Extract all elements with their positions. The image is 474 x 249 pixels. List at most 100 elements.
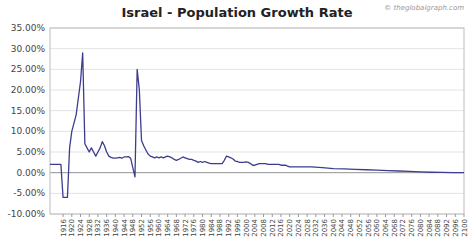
x-tick <box>89 214 90 217</box>
grid-line <box>50 152 464 153</box>
x-tick-label: 1996 <box>234 218 242 236</box>
x-tick-label: 2092 <box>443 219 451 237</box>
x-tick-label: 1920 <box>68 219 76 237</box>
x-tick <box>333 214 334 217</box>
x-tick <box>185 214 186 217</box>
zero-line <box>50 172 464 173</box>
x-tick-label: 2004 <box>251 218 259 236</box>
x-tick <box>429 214 430 217</box>
x-tick-label: 1976 <box>190 218 198 236</box>
x-tick <box>202 214 203 217</box>
x-tick <box>124 214 125 217</box>
x-tick <box>80 214 81 217</box>
x-tick-label: 2044 <box>338 218 346 236</box>
x-tick-label: 2080 <box>417 219 425 237</box>
y-tick-label: 20.00% <box>11 85 46 95</box>
x-tick <box>402 214 403 217</box>
x-tick <box>193 214 194 217</box>
x-tick <box>350 214 351 217</box>
x-tick <box>411 214 412 217</box>
grid-line <box>50 69 464 70</box>
x-tick-label: 2088 <box>434 219 442 237</box>
grid-line <box>50 110 464 111</box>
x-tick-label: 2060 <box>373 219 381 237</box>
x-tick-label: 1992 <box>225 219 233 237</box>
x-tick-label: 2056 <box>365 218 373 236</box>
x-tick <box>341 214 342 217</box>
x-tick-label: 2024 <box>295 218 303 236</box>
x-tick <box>228 214 229 217</box>
x-tick <box>211 214 212 217</box>
x-tick-label: 2000 <box>243 219 251 237</box>
x-tick <box>464 214 465 217</box>
x-tick-label: 1968 <box>173 219 181 237</box>
x-tick <box>246 214 247 217</box>
x-tick <box>63 214 64 217</box>
x-tick <box>455 214 456 217</box>
x-tick-label: 1972 <box>182 219 190 237</box>
x-tick-label: 2052 <box>356 219 364 237</box>
x-tick-label: 2028 <box>304 219 312 237</box>
grid-line <box>50 48 464 49</box>
x-tick-label: 2040 <box>330 219 338 237</box>
x-tick-label: 2068 <box>391 219 399 237</box>
x-tick-label: 1988 <box>216 219 224 237</box>
x-tick-label: 2064 <box>382 218 390 236</box>
x-tick <box>446 214 447 217</box>
grid-line <box>50 131 464 132</box>
x-tick <box>176 214 177 217</box>
y-tick-label: 5.00% <box>16 147 45 157</box>
y-tick-label: 35.00% <box>11 23 46 33</box>
x-tick-label: 2008 <box>260 219 268 237</box>
x-tick-label: 2032 <box>312 219 320 237</box>
x-tick <box>254 214 255 217</box>
x-tick <box>376 214 377 217</box>
y-tick-label: -10.00% <box>7 209 45 219</box>
x-tick-label: 1944 <box>121 218 129 236</box>
x-tick <box>324 214 325 217</box>
x-tick <box>385 214 386 217</box>
x-tick-label: 1984 <box>208 218 216 236</box>
x-tick-label: 2048 <box>347 219 355 237</box>
x-tick <box>237 214 238 217</box>
x-tick <box>298 214 299 217</box>
y-tick-label: 25.00% <box>11 64 46 74</box>
x-tick <box>132 214 133 217</box>
x-tick <box>167 214 168 217</box>
x-tick <box>437 214 438 217</box>
x-tick <box>272 214 273 217</box>
x-tick <box>263 214 264 217</box>
x-tick-label: 2076 <box>408 218 416 236</box>
plot-frame <box>50 28 464 214</box>
x-tick-label: 1980 <box>199 219 207 237</box>
x-tick-label: 1952 <box>138 219 146 237</box>
watermark: © theglobalgraph.com <box>384 4 464 12</box>
x-tick-label: 2084 <box>426 218 434 236</box>
x-tick <box>315 214 316 217</box>
x-tick <box>289 214 290 217</box>
x-tick <box>394 214 395 217</box>
x-tick-label: 1956 <box>147 218 155 236</box>
x-tick-label: 2072 <box>399 219 407 237</box>
grid-line <box>50 193 464 194</box>
x-tick <box>158 214 159 217</box>
x-tick-label: 1948 <box>129 219 137 237</box>
y-tick-label: 10.00% <box>11 126 46 136</box>
x-tick <box>359 214 360 217</box>
x-tick <box>97 214 98 217</box>
title: Israel - Population Growth Rate <box>122 5 353 20</box>
x-tick-label: 2012 <box>269 219 277 237</box>
x-tick <box>150 214 151 217</box>
x-tick-label: 2020 <box>286 219 294 237</box>
x-tick-label: 2016 <box>277 218 285 236</box>
x-tick-label: 2036 <box>321 218 329 236</box>
x-tick-label: 1916 <box>60 218 68 236</box>
y-tick-label: -5.00% <box>13 188 45 198</box>
x-tick-label: 1940 <box>112 219 120 237</box>
x-tick-label: 1960 <box>155 219 163 237</box>
x-tick-label: 1936 <box>103 218 111 236</box>
grid-line <box>50 90 464 91</box>
x-tick <box>141 214 142 217</box>
x-tick-label: 1964 <box>164 218 172 236</box>
x-tick-label: 1928 <box>86 219 94 237</box>
